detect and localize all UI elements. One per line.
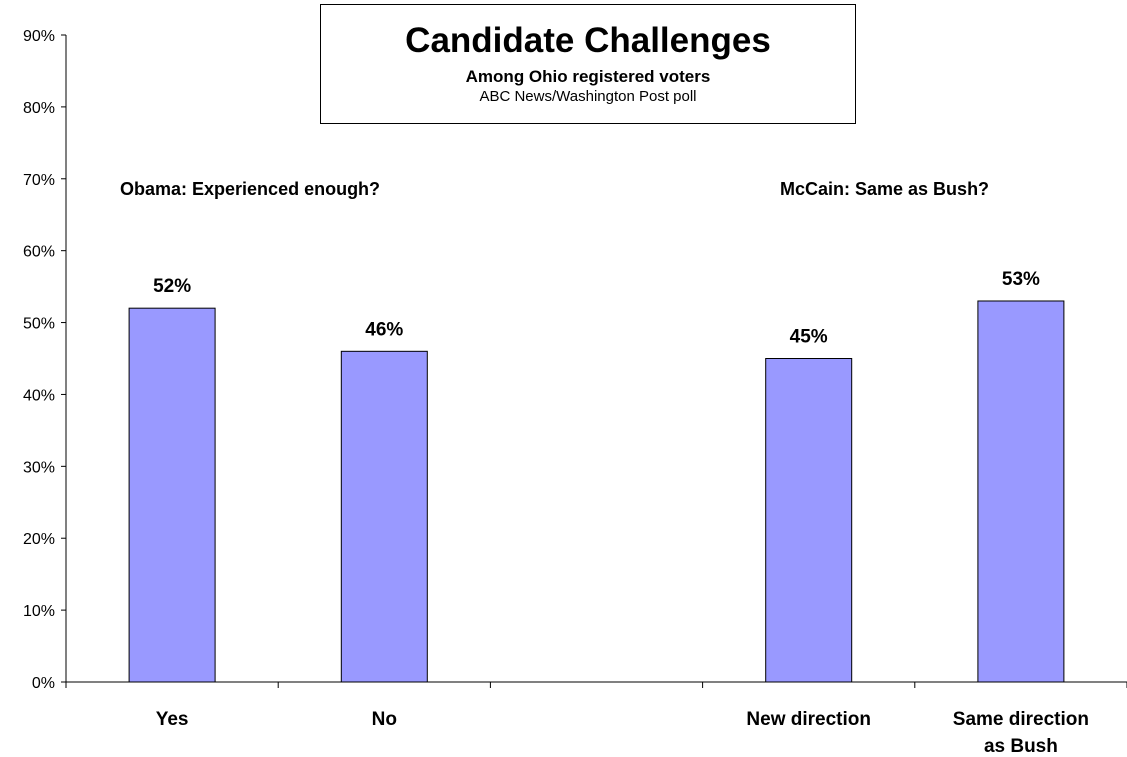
group-label-obama: Obama: Experienced enough? <box>120 179 381 199</box>
y-tick-label: 90% <box>23 28 55 45</box>
y-tick-label: 70% <box>23 172 55 189</box>
bar <box>340 350 428 683</box>
bar <box>765 358 853 683</box>
data-label: 45% <box>790 327 828 348</box>
y-tick-label: 20% <box>23 531 55 548</box>
x-tick-label: New direction <box>746 709 871 730</box>
chart-title: Candidate Challenges <box>405 21 771 60</box>
data-label: 52% <box>153 276 191 297</box>
chart-title-box: Candidate Challenges Among Ohio register… <box>320 4 856 124</box>
data-label: 53% <box>1002 269 1040 290</box>
y-tick-label: 80% <box>23 100 55 117</box>
y-tick-label: 30% <box>23 459 55 476</box>
group-label-mccain: McCain: Same as Bush? <box>780 179 990 199</box>
chart-subtitle: Among Ohio registered voters <box>465 67 711 86</box>
x-tick-label: Same direction <box>953 709 1089 730</box>
bar <box>977 300 1065 683</box>
x-tick-label: as Bush <box>984 736 1058 757</box>
y-tick-label: 10% <box>23 603 55 620</box>
y-tick-label: 0% <box>32 675 55 692</box>
data-label: 46% <box>365 319 403 340</box>
x-tick-label: Yes <box>156 709 189 730</box>
y-tick-label: 50% <box>23 316 55 333</box>
y-tick-label: 40% <box>23 387 55 404</box>
y-tick-label: 60% <box>23 244 55 261</box>
chart-source: ABC News/Washington Post poll <box>479 88 697 105</box>
bar <box>128 307 216 683</box>
x-tick-label: No <box>372 709 397 730</box>
